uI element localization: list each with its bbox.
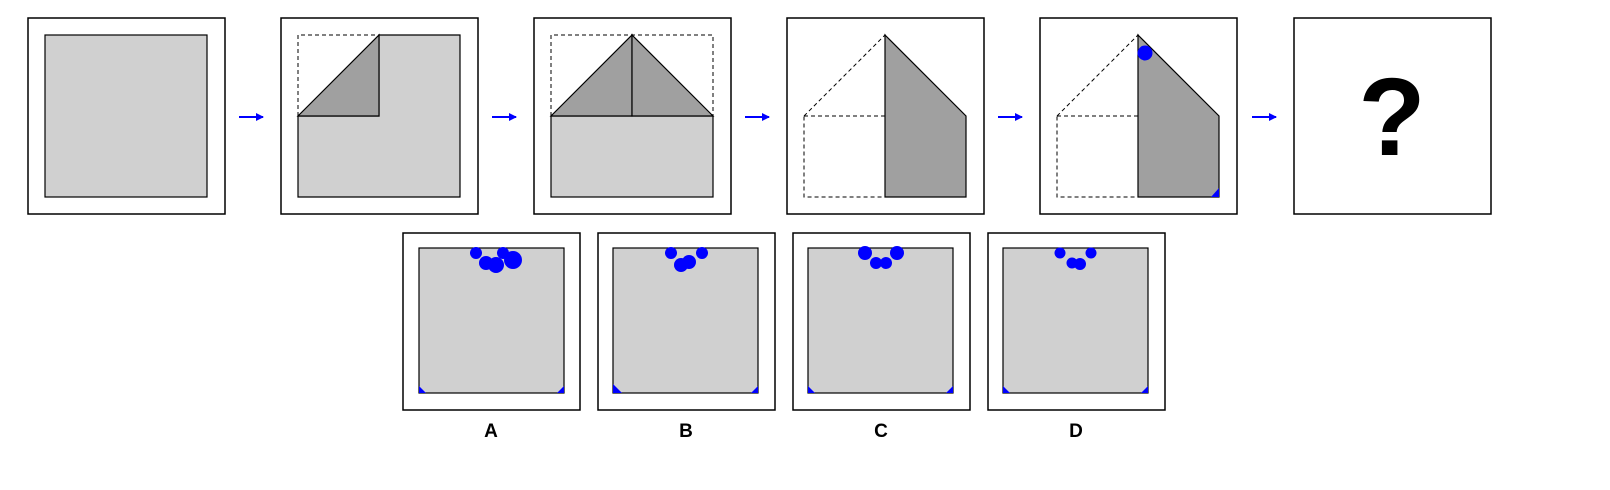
option-b-hole [696,247,708,259]
step-6-panel: ? [1293,17,1492,215]
option-c-hole [870,257,882,269]
option-d-paper [1002,247,1149,394]
option-c-corner-cut [946,386,953,393]
option-c-corner-cut [808,386,815,393]
option-c-label: C [874,421,888,442]
step-3-panel [533,17,732,215]
folding-sequence: ? [27,17,1492,215]
option-a[interactable]: A [402,232,581,442]
answer-options: A B [402,232,1166,442]
step-6-frame [1293,17,1492,215]
option-c-hole [858,246,872,260]
step-1-paper [44,34,208,198]
option-b-hole [682,255,696,269]
option-b-corner-cut [613,384,622,393]
step-4-folded-paper [884,33,967,198]
option-d-label: D [1069,421,1083,442]
option-d[interactable]: D [987,232,1166,442]
option-a-hole [504,251,522,269]
option-d-hole [1085,247,1097,259]
option-d-corner-cut [1141,386,1148,393]
question-mark: ? [1358,56,1425,179]
option-d-corner-cut [1003,386,1010,393]
option-a-corner-cut [419,386,426,393]
step-4-panel [786,17,985,215]
option-d-hole [1074,258,1086,270]
step-2-fold-outline [297,34,379,116]
option-c-holes [808,246,953,393]
option-a-hole [470,247,482,259]
option-c-paper [807,247,954,394]
option-b-hole [665,247,677,259]
option-b-label: B [679,421,693,442]
option-b-holes [613,247,758,393]
step-3-right-flap [631,33,715,117]
option-a-label: A [484,421,498,442]
step-5-corner-cut [1211,188,1219,197]
option-c[interactable]: C [792,232,971,442]
step-2-folded-flap [296,33,380,117]
step-5-panel [1039,17,1238,215]
option-c-hole [880,257,892,269]
option-d-holes [1003,247,1148,393]
step-3-paper [550,115,714,198]
option-b[interactable]: B [597,232,776,442]
option-b-corner-cut [751,386,758,393]
step-5-punch-hole [1137,45,1153,61]
step-1-panel [27,17,226,215]
step-2-panel [280,17,479,215]
option-d-hole [1054,247,1066,259]
option-c-hole [890,246,904,260]
option-a-paper [418,247,565,394]
option-a-corner-cut [557,386,564,393]
option-a-holes [419,247,564,393]
option-a-hole [488,257,504,273]
option-b-paper [612,247,759,394]
